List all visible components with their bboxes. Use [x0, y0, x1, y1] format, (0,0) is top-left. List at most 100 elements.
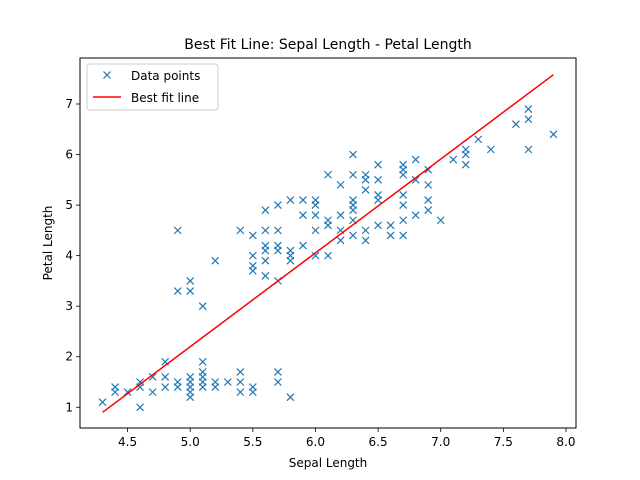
- data-point: [324, 251, 332, 260]
- x-tick-label: 7.5: [494, 435, 513, 449]
- data-point: [186, 276, 195, 285]
- data-point: [424, 180, 433, 189]
- data-point: [399, 216, 408, 225]
- data-point: [261, 256, 270, 265]
- data-point: [173, 287, 182, 295]
- data-point: [98, 398, 107, 407]
- data-point: [273, 246, 282, 255]
- data-point: [311, 226, 320, 235]
- data-point: [161, 383, 170, 391]
- data-point: [248, 231, 257, 240]
- y-tick-label: 7: [65, 97, 73, 111]
- data-point: [286, 256, 295, 265]
- data-point: [361, 170, 370, 179]
- data-point: [424, 196, 433, 204]
- data-point: [399, 201, 408, 210]
- x-tick-label: 8.0: [556, 435, 575, 449]
- data-point: [198, 357, 207, 366]
- data-point: [261, 206, 270, 215]
- data-point: [261, 271, 270, 280]
- x-tick-label: 4.5: [118, 435, 137, 449]
- x-axis-ticks: 4.5 5.0 5.5 6.0 6.5 7.0 7.5 8.0: [118, 428, 576, 449]
- x-tick-label: 5.0: [181, 435, 200, 449]
- data-point: [486, 145, 495, 154]
- legend: Data points Best fit line: [86, 63, 219, 111]
- chart-marks: [98, 74, 558, 413]
- x-tick-label: 6.5: [369, 435, 388, 449]
- data-point: [386, 231, 395, 240]
- data-point: [399, 170, 408, 179]
- data-point: [411, 211, 420, 220]
- y-tick-label: 5: [65, 198, 73, 212]
- data-point: [399, 191, 408, 199]
- chart-title: Best Fit Line: Sepal Length - Petal Leng…: [184, 37, 471, 53]
- data-point: [474, 135, 483, 144]
- legend-marker-data-points: [103, 71, 111, 79]
- data-point: [173, 378, 182, 386]
- x-tick-label: 5.5: [243, 435, 262, 449]
- y-axis-label: Petal Length: [41, 206, 55, 281]
- best-fit-line: [102, 74, 554, 413]
- data-point: [324, 221, 332, 230]
- x-axis-label: Sepal Length: [289, 456, 368, 470]
- data-point: [524, 115, 533, 124]
- data-point: [236, 226, 245, 235]
- data-point: [336, 211, 345, 220]
- data-point: [286, 393, 295, 402]
- data-point: [349, 170, 357, 179]
- data-point: [299, 211, 307, 220]
- data-point: [223, 378, 232, 386]
- data-point: [236, 388, 245, 397]
- data-point: [361, 236, 370, 245]
- data-point: [248, 383, 257, 391]
- data-point: [399, 231, 408, 240]
- data-point: [236, 378, 245, 386]
- data-point: [311, 201, 320, 210]
- y-tick-label: 6: [65, 148, 73, 162]
- data-point: [349, 201, 357, 210]
- data-point: [449, 155, 458, 164]
- legend-label-best-fit-line: Best fit line: [131, 91, 199, 105]
- y-tick-label: 2: [65, 350, 73, 364]
- data-point: [311, 211, 320, 220]
- data-point: [136, 403, 145, 412]
- data-point: [198, 302, 207, 311]
- data-point: [299, 241, 307, 250]
- data-point: [148, 388, 157, 397]
- data-point: [549, 130, 558, 139]
- data-point: [261, 241, 270, 250]
- data-point: [186, 388, 195, 397]
- data-point: [111, 388, 119, 397]
- data-point: [161, 373, 170, 381]
- data-point: [349, 150, 357, 159]
- data-point: [286, 196, 295, 204]
- data-point: [136, 378, 145, 386]
- data-point: [374, 175, 383, 184]
- data-point: [273, 226, 282, 235]
- data-point: [324, 170, 332, 179]
- data-point: [524, 145, 533, 154]
- y-axis-ticks: 1 2 3 4 5 6 7: [65, 97, 80, 414]
- y-tick-label: 4: [65, 249, 73, 263]
- data-point: [524, 105, 533, 113]
- x-tick-label: 6.0: [306, 435, 325, 449]
- data-point: [386, 221, 395, 230]
- data-point: [461, 145, 470, 154]
- data-point: [374, 221, 383, 230]
- legend-box: [86, 63, 219, 111]
- data-point: [361, 226, 370, 235]
- data-point: [211, 256, 220, 265]
- legend-x-marker: [103, 71, 111, 79]
- data-point: [273, 367, 282, 376]
- plot-area: [79, 57, 577, 429]
- data-point: [186, 287, 195, 295]
- data-point: [261, 226, 270, 235]
- data-point: [336, 236, 345, 245]
- axes-frame: [79, 57, 577, 429]
- data-point: [424, 206, 433, 215]
- data-point: [248, 251, 257, 260]
- y-tick-label: 1: [65, 400, 73, 414]
- data-point: [511, 120, 520, 129]
- data-point: [273, 378, 282, 386]
- data-point: [273, 201, 282, 210]
